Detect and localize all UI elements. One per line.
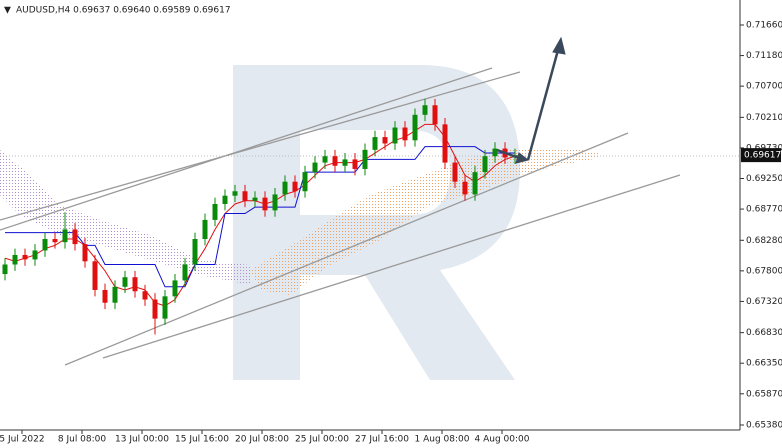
candle-body: [2, 264, 8, 275]
header-arrow: ▼: [4, 6, 11, 16]
price-label: 0.69617: [744, 151, 781, 161]
candle-body: [432, 105, 438, 125]
y-tick-label: 0.65380: [746, 421, 782, 431]
y-tick-label: 0.66350: [746, 359, 782, 369]
y-tick-label: 0.71660: [746, 21, 782, 31]
candle-body: [412, 114, 418, 141]
price-label-box: [741, 148, 781, 163]
candle-body: [172, 280, 178, 297]
candle-body: [222, 195, 228, 204]
indicator-line: [4, 123, 516, 307]
y-tick-label: 0.69250: [746, 174, 782, 184]
candle-body: [22, 254, 28, 260]
candle-body: [482, 156, 488, 173]
candle-body: [452, 162, 458, 182]
candle-body: [192, 239, 198, 265]
candle-body: [242, 191, 248, 201]
candle-body: [372, 137, 378, 150]
candle-body: [112, 286, 118, 303]
y-tick-label: 0.70700: [746, 82, 782, 92]
x-tick-label: 1 Aug 08:00: [415, 435, 470, 445]
y-tick-label: 0.68280: [746, 236, 782, 246]
cloud: [0, 150, 250, 285]
candle-body: [272, 194, 278, 211]
candle-body: [302, 172, 308, 192]
header: AUDUSD,H4 0.69637 0.69640 0.69589 0.6961…: [16, 6, 231, 16]
candle-body: [152, 299, 158, 319]
y-tick-label: 0.71180: [746, 51, 782, 61]
trend-lines: [0, 67, 681, 366]
candle-body: [82, 244, 88, 262]
x-tick-label: 15 Jul 16:00: [175, 435, 229, 445]
x-tick-label: 25 Jul 00:00: [295, 435, 349, 445]
candle-body: [182, 264, 188, 281]
candle-body: [492, 148, 498, 157]
indicator-line: [5, 146, 515, 288]
x-tick-label: 8 Jul 08:00: [58, 435, 107, 445]
candle-body: [422, 105, 428, 115]
cloud: [250, 148, 600, 295]
candle-body: [202, 219, 208, 240]
candle-body: [92, 261, 98, 290]
candle-body: [472, 172, 478, 195]
candle-body: [322, 156, 328, 163]
x-tick-label: 27 Jul 16:00: [355, 435, 409, 445]
candle-body: [262, 197, 268, 211]
y-tick-label: 0.67800: [746, 266, 782, 276]
candle-body: [212, 203, 218, 220]
candle-body: [232, 191, 238, 196]
y-tick-label: 0.66830: [746, 328, 782, 338]
candle-body: [442, 124, 448, 163]
candle-body: [382, 137, 388, 144]
candle-body: [12, 254, 18, 265]
candle-body: [462, 181, 468, 195]
candle-body: [292, 181, 298, 192]
x-tick-label: 20 Jul 08:00: [235, 435, 289, 445]
y-tick-label: 0.68770: [746, 205, 782, 215]
forecast-arrow: [496, 36, 566, 164]
candle-body: [142, 291, 148, 300]
y-tick-label: 0.65870: [746, 389, 782, 399]
candle-body: [352, 159, 358, 169]
candle-body: [342, 159, 348, 166]
candle-body: [32, 250, 38, 260]
candle-body: [42, 239, 48, 251]
candle-body: [312, 162, 318, 173]
candle-body: [72, 229, 78, 245]
candle-body: [332, 156, 338, 166]
candle-body: [132, 277, 138, 292]
candle-body: [122, 277, 128, 287]
candle-body: [282, 181, 288, 195]
candle-body: [362, 149, 368, 169]
candle-body: [52, 239, 58, 243]
x-tick-label: 5 Jul 2022: [0, 435, 45, 445]
y-tick-label: 0.67320: [746, 297, 782, 307]
candle-body: [62, 229, 68, 243]
candle-body: [102, 289, 108, 303]
candle-body: [402, 127, 408, 141]
candle-body: [162, 296, 168, 319]
x-tick-label: 13 Jul 00:00: [115, 435, 169, 445]
candle-body: [392, 127, 398, 144]
x-tick-label: 4 Aug 00:00: [475, 435, 530, 445]
y-tick-label: 0.70210: [746, 113, 782, 123]
candle-body: [252, 197, 258, 201]
